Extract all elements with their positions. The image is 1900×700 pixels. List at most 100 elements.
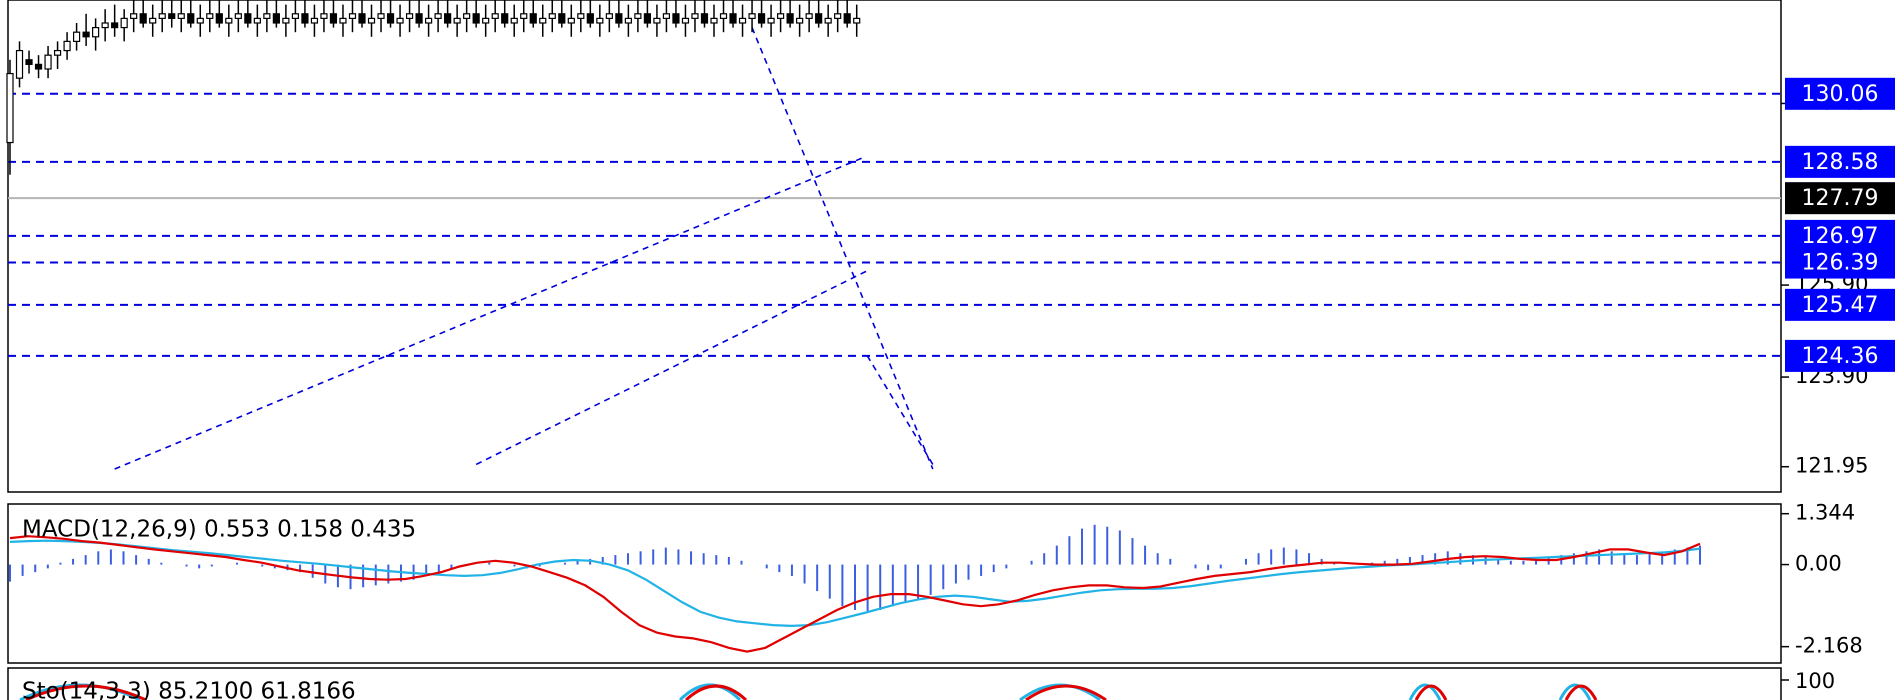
candle-body <box>120 17 128 29</box>
candle-body <box>634 13 642 19</box>
stochastic-main-line <box>1408 683 1442 700</box>
candle-body <box>82 31 90 38</box>
candle-body <box>53 49 62 56</box>
candle-body <box>796 17 804 24</box>
candle <box>168 0 176 28</box>
candle <box>120 9 128 42</box>
candle-body <box>748 13 756 19</box>
level-tag-label: 130.06 <box>1802 82 1879 107</box>
candle-body <box>605 13 613 19</box>
candle-body <box>444 13 452 24</box>
candle-body <box>520 13 528 19</box>
candle-body <box>149 17 157 24</box>
candle <box>624 4 632 37</box>
candle <box>44 45 52 79</box>
candle <box>786 0 794 28</box>
candle-body <box>234 13 242 19</box>
candle-body <box>358 13 366 24</box>
candle <box>539 4 547 37</box>
candle-body <box>339 17 347 24</box>
candle-body <box>567 17 575 24</box>
candle <box>72 22 81 51</box>
candle-body <box>643 13 652 24</box>
candle <box>424 4 433 37</box>
trend-line-3 <box>865 353 934 465</box>
candle <box>415 0 423 28</box>
macd-tick-label: 1.344 <box>1795 501 1855 525</box>
candle-body <box>244 13 252 24</box>
stochastic-title: Sto(14,3,3) 85.2100 61.8166 <box>22 679 356 700</box>
candle-body <box>843 13 851 24</box>
candle <box>139 0 147 28</box>
candle <box>815 0 823 28</box>
candle <box>710 4 718 37</box>
macd-tick-label: -2.168 <box>1795 634 1863 658</box>
price-panel-frame <box>7 0 1782 493</box>
candle-body <box>691 13 699 19</box>
stochastic-main-line <box>1558 683 1592 700</box>
candle <box>482 4 490 37</box>
candle-body <box>776 13 785 19</box>
candle-body <box>719 13 728 19</box>
candle <box>63 32 71 60</box>
candle-body <box>253 17 261 24</box>
candle <box>101 9 109 42</box>
stochastic-signal-line <box>1564 684 1598 700</box>
candle <box>700 0 709 28</box>
candle-body <box>434 13 442 19</box>
candle-body <box>700 13 709 24</box>
candle <box>196 4 204 37</box>
candle <box>263 0 271 33</box>
candle <box>691 0 699 33</box>
level-tag-label: 128.58 <box>1802 150 1879 175</box>
candle-body <box>225 17 233 24</box>
candle-body <box>491 13 499 19</box>
level-tag-bg <box>1785 219 1895 252</box>
candle-body <box>177 13 185 19</box>
candle-body <box>757 13 766 24</box>
candle <box>130 0 138 33</box>
candle-body <box>767 17 775 24</box>
candle-body <box>710 17 718 24</box>
candle-body <box>25 59 33 65</box>
candle <box>149 4 157 37</box>
candle <box>558 0 566 28</box>
candle-body <box>386 13 395 24</box>
trend-line-0 <box>114 155 867 470</box>
candle <box>310 4 319 37</box>
candle-body <box>662 13 671 19</box>
candle <box>367 4 376 37</box>
candle-body <box>63 40 71 52</box>
stochastic-panel: Sto(14,3,3) 85.2100 61.8166 100 <box>19 669 1835 700</box>
candle <box>776 0 785 33</box>
stochastic-panel-frame <box>7 667 1782 700</box>
candle <box>434 0 442 33</box>
candle <box>757 0 766 28</box>
candle <box>53 41 62 69</box>
candle <box>377 0 385 33</box>
candle-body <box>310 17 319 24</box>
candle-body <box>681 17 690 24</box>
candle <box>729 0 737 28</box>
candle-body <box>453 17 461 24</box>
candle-body <box>415 13 423 24</box>
candle <box>662 0 671 33</box>
candle-body <box>301 13 309 24</box>
candle-body <box>139 13 147 24</box>
candle <box>615 0 623 28</box>
candle-body <box>672 13 680 24</box>
candle <box>15 41 24 88</box>
candle-body <box>215 13 223 24</box>
trend-line-1 <box>475 270 867 466</box>
candle <box>634 0 642 33</box>
candle-body <box>586 13 594 24</box>
candle-body <box>348 13 357 19</box>
candle-body <box>111 22 119 29</box>
candle <box>567 4 575 37</box>
candle <box>605 0 613 33</box>
candle <box>244 0 252 28</box>
level-tag-label: 126.97 <box>1802 224 1879 249</box>
candle <box>215 0 223 28</box>
candle <box>386 0 395 28</box>
candle-body <box>377 13 385 19</box>
